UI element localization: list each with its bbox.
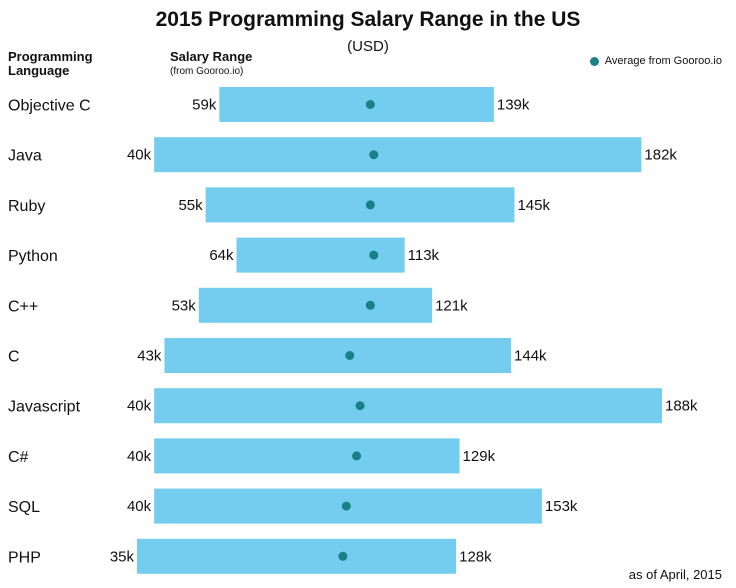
salary-range-bar <box>164 338 512 373</box>
language-label: SQL <box>8 499 40 516</box>
chart-legend: Average from Gooroo.io <box>589 55 722 67</box>
language-label: C++ <box>8 298 38 315</box>
language-label: Python <box>8 248 58 265</box>
min-salary-label: 43k <box>137 348 162 365</box>
max-salary-label: 144k <box>514 348 547 365</box>
salary-range-bar <box>137 538 457 574</box>
salary-range-bar <box>205 187 515 223</box>
salary-range-bar <box>198 287 433 323</box>
max-salary-label: 139k <box>497 97 530 114</box>
footnote: as of April, 2015 <box>628 567 722 582</box>
salary-range-bar <box>154 388 662 424</box>
average-salary-dot <box>341 501 351 511</box>
max-salary-label: 121k <box>435 297 468 314</box>
min-salary-label: 40k <box>127 448 152 465</box>
min-salary-label: 40k <box>127 498 152 515</box>
language-label: PHP <box>8 549 41 566</box>
min-salary-label: 35k <box>110 548 135 565</box>
language-label: C# <box>8 449 29 466</box>
language-label: Objective C <box>8 98 91 115</box>
chart-subtitle: (USD) <box>347 38 389 55</box>
average-salary-dot <box>365 300 375 310</box>
salary-range-bar <box>154 438 460 474</box>
average-salary-dot <box>352 451 362 461</box>
average-salary-dot <box>345 351 355 360</box>
min-salary-label: 40k <box>127 147 152 164</box>
salary-range-bar <box>236 237 405 273</box>
min-salary-label: 55k <box>178 197 203 214</box>
legend-label: Average from Gooroo.io <box>604 55 722 67</box>
average-salary-dot <box>355 401 365 411</box>
average-salary-dot <box>365 100 375 109</box>
max-salary-label: 145k <box>517 197 550 214</box>
language-column-header: Programming Language <box>8 49 93 78</box>
language-label: Ruby <box>8 198 45 215</box>
average-dot-icon <box>589 56 599 66</box>
min-salary-label: 59k <box>192 97 217 114</box>
average-salary-dot <box>365 200 375 210</box>
chart-title: 2015 Programming Salary Range in the US <box>155 8 581 31</box>
max-salary-label: 153k <box>545 498 578 515</box>
min-salary-label: 53k <box>172 297 197 314</box>
min-salary-label: 40k <box>127 398 152 415</box>
language-label: Java <box>8 148 42 165</box>
salary-range-column-header: Salary Range <box>170 49 253 64</box>
salary-range-bar <box>219 87 494 122</box>
max-salary-label: 188k <box>665 398 698 415</box>
max-salary-label: 128k <box>459 548 492 565</box>
average-salary-dot <box>338 551 348 561</box>
language-label: Javascript <box>8 399 81 416</box>
average-salary-dot <box>369 150 379 160</box>
max-salary-label: 129k <box>463 448 496 465</box>
max-salary-label: 182k <box>644 147 677 164</box>
salary-range-source-note: (from Gooroo.io) <box>170 66 244 77</box>
language-label: C <box>8 349 20 366</box>
salary-range-bar <box>154 137 642 173</box>
average-salary-dot <box>369 250 379 260</box>
min-salary-label: 64k <box>209 247 234 264</box>
max-salary-label: 113k <box>408 247 440 264</box>
